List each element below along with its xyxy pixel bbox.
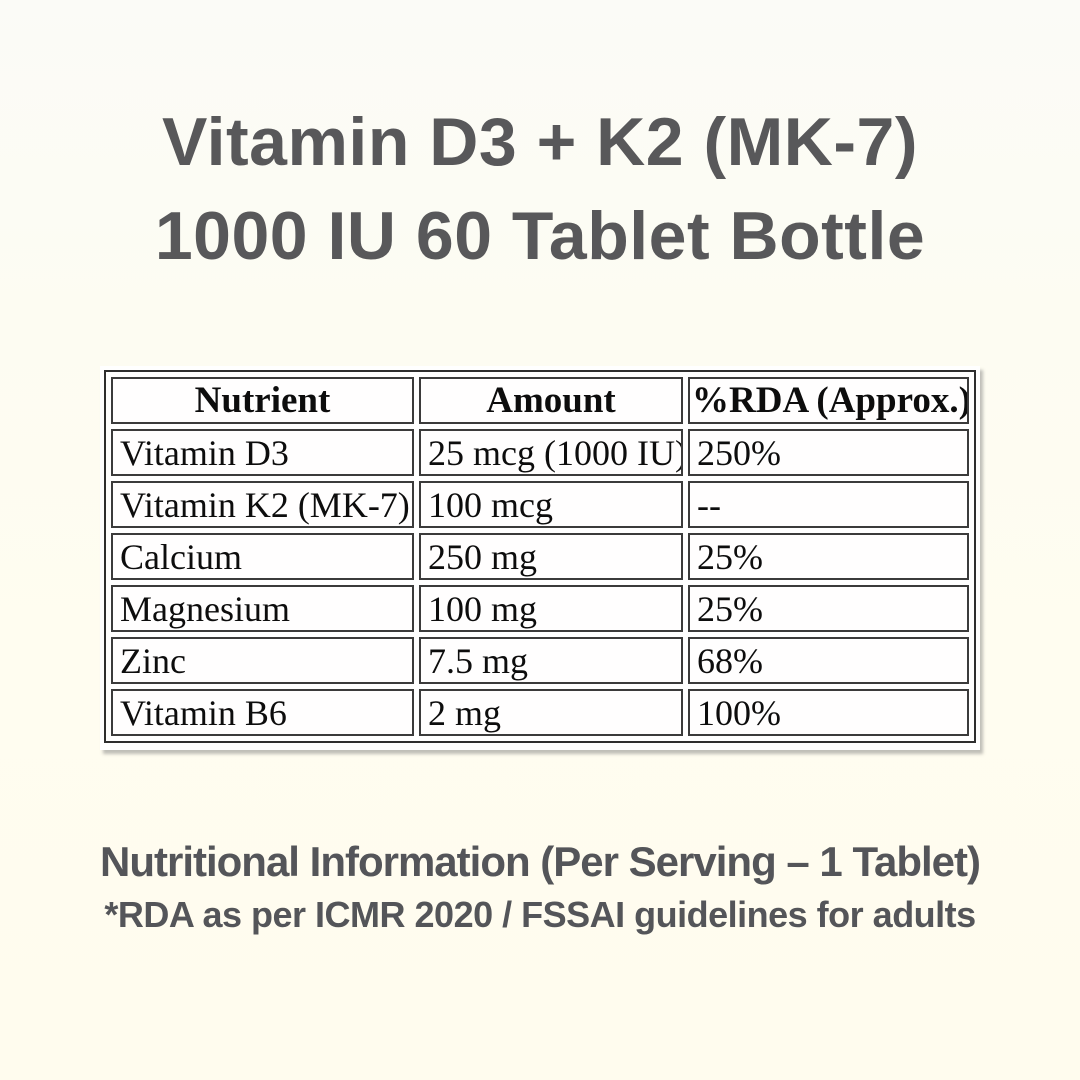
table-cell: 250 mg: [419, 533, 683, 580]
table-cell: 25%: [688, 585, 969, 632]
product-title-line2: 1000 IU 60 Tablet Bottle: [154, 198, 926, 274]
column-header-0: Nutrient: [111, 377, 414, 424]
table-cell: 100%: [688, 689, 969, 736]
table-row: Vitamin D3 25 mcg (1000 IU) 250%: [111, 429, 969, 476]
table-cell: 25 mcg (1000 IU): [419, 429, 683, 476]
table-row: Zinc 7.5 mg 68%: [111, 637, 969, 684]
table-cell: 2 mg: [419, 689, 683, 736]
table-cell: 68%: [688, 637, 969, 684]
table-cell: Magnesium: [111, 585, 414, 632]
table-body: Vitamin D3 25 mcg (1000 IU) 250% Vitamin K2…: [111, 429, 969, 736]
table-row: Calcium 250 mg 25%: [111, 533, 969, 580]
table-cell: 25%: [688, 533, 969, 580]
table-cell: 250%: [688, 429, 969, 476]
table-cell: 100 mg: [419, 585, 683, 632]
rda-disclaimer-text: *RDA as per ICMR 2020 / FSSAI guidelines…: [104, 894, 976, 935]
table-header-row: Nutrient Amount %RDA (Approx.): [111, 377, 969, 424]
table-cell: --: [688, 481, 969, 528]
column-header-2: %RDA (Approx.): [688, 377, 969, 424]
nutrition-table-panel: Nutrient Amount %RDA (Approx.) Vitamin D3 2…: [100, 366, 980, 750]
table-cell: Zinc: [111, 637, 414, 684]
table-cell: Vitamin K2 (MK-7): [111, 481, 414, 528]
table-cell: Calcium: [111, 533, 414, 580]
serving-info-text: Nutritional Information (Per Serving – 1…: [100, 838, 981, 885]
column-header-1: Amount: [419, 377, 683, 424]
table-row: Magnesium 100 mg 25%: [111, 585, 969, 632]
product-title: Vitamin D3 + K2 (MK-7) 1000 IU 60 Tablet…: [0, 95, 1080, 283]
table-cell: 100 mcg: [419, 481, 683, 528]
table-row: Vitamin B6 2 mg 100%: [111, 689, 969, 736]
table-row: Vitamin K2 (MK-7) 100 mcg --: [111, 481, 969, 528]
footer-notes: Nutritional Information (Per Serving – 1…: [0, 838, 1080, 937]
table-cell: 7.5 mg: [419, 637, 683, 684]
product-title-line1: Vitamin D3 + K2 (MK-7): [161, 104, 918, 180]
table-cell: Vitamin D3: [111, 429, 414, 476]
nutrition-table: Nutrient Amount %RDA (Approx.) Vitamin D3 2…: [104, 370, 976, 743]
table-cell: Vitamin B6: [111, 689, 414, 736]
